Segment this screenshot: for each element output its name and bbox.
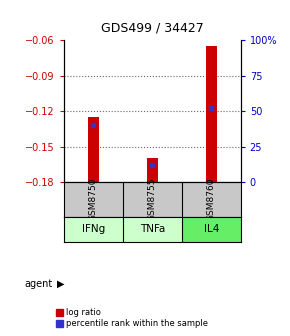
Text: IFNg: IFNg (82, 224, 105, 234)
Bar (123, 217, 182, 242)
Text: TNFa: TNFa (139, 224, 165, 234)
Text: GSM8755: GSM8755 (148, 178, 157, 221)
Bar (64, 217, 123, 242)
Text: IL4: IL4 (204, 224, 219, 234)
Text: agent: agent (24, 279, 52, 289)
Legend: log ratio, percentile rank within the sample: log ratio, percentile rank within the sa… (56, 308, 209, 329)
Text: GDS499 / 34427: GDS499 / 34427 (101, 22, 204, 35)
Text: ▶: ▶ (57, 279, 64, 289)
Bar (182, 217, 241, 242)
Text: GSM8760: GSM8760 (207, 178, 216, 221)
Text: GSM8750: GSM8750 (89, 178, 98, 221)
Bar (206, 46, 217, 182)
Bar (147, 159, 157, 182)
Bar (88, 117, 99, 182)
